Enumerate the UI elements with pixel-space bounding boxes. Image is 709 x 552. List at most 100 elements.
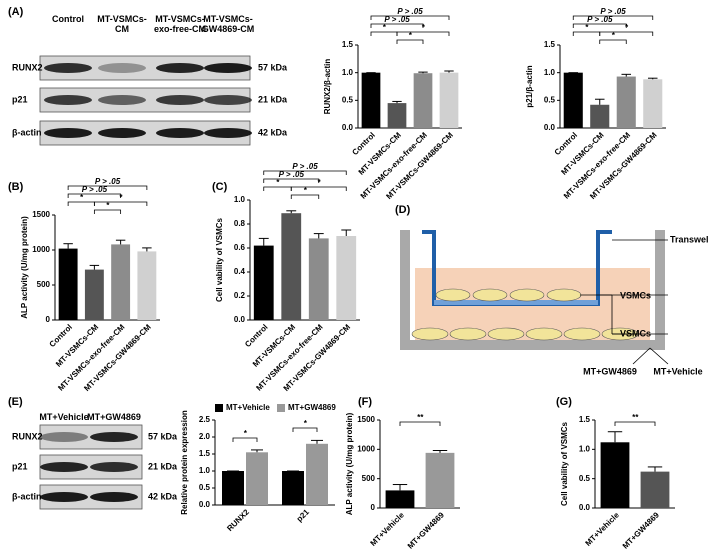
x-tick-label: MT+Vehicle — [369, 510, 407, 548]
sig-label: P > .05 — [600, 7, 626, 16]
bar — [361, 72, 381, 128]
band — [44, 128, 92, 138]
band — [98, 128, 146, 138]
protein-label: β-actin — [12, 127, 42, 137]
y-tick-label: 1.0 — [234, 195, 246, 204]
lane-label: MT+GW4869 — [87, 412, 141, 422]
sig-bracket — [290, 194, 320, 199]
y-tick-label: 2.0 — [199, 432, 211, 441]
y-tick-label: 1.0 — [342, 68, 354, 77]
band — [40, 432, 88, 442]
sig-bracket — [67, 201, 95, 206]
y-tick-label: 1000 — [32, 245, 50, 254]
lane-label: MT-VSMCs-exo-free-CM — [153, 14, 206, 34]
sig-bracket — [572, 31, 601, 36]
size-label: 42 kDa — [258, 127, 288, 137]
size-label: 42 kDa — [148, 491, 178, 501]
legend-label: MT+GW4869 — [288, 403, 336, 412]
chart: 0.0 0.2 0.4 0.6 0.8 1.0 Cell vability of VSMCs… — [215, 162, 360, 393]
y-tick-label: 0 — [46, 315, 51, 324]
sig-label: * — [106, 201, 110, 210]
bar — [385, 490, 415, 508]
band — [204, 63, 252, 73]
y-axis-label: Relative protein expression — [180, 410, 189, 515]
lane-label: MT-VSMCs-GW4869-CM — [201, 14, 255, 34]
band — [156, 128, 204, 138]
bar — [282, 471, 304, 505]
sig-bracket — [290, 186, 347, 191]
protein-label: p21 — [12, 94, 28, 104]
y-axis-label: p21/β-actin — [525, 65, 534, 107]
y-tick-label: 0 — [371, 503, 376, 512]
diagram-label: VSMCs — [620, 328, 651, 338]
bar — [439, 72, 459, 128]
panel-label: (A) — [8, 6, 24, 18]
sig-bracket — [599, 39, 627, 44]
band — [90, 492, 138, 502]
sig-bracket — [263, 186, 292, 191]
bar — [281, 213, 302, 320]
sig-bracket — [67, 193, 122, 198]
panel-label: (G) — [556, 396, 572, 408]
bar — [640, 471, 670, 508]
bar — [563, 72, 583, 128]
bar — [222, 471, 244, 505]
chart: 0.0 0.5 1.0 1.5 2.0 2.5 Relative protein expre… — [180, 403, 336, 533]
panel-label: (E) — [8, 396, 23, 408]
protein-label: RUNX2 — [12, 62, 43, 72]
sig-label: P > .05 — [95, 177, 121, 186]
sig-label: * — [303, 419, 307, 428]
sig-bracket — [263, 170, 347, 175]
sig-label: ** — [632, 413, 639, 422]
x-tick-label: Control — [553, 131, 579, 157]
size-label: 57 kDa — [258, 62, 288, 72]
sig-bracket — [399, 421, 441, 426]
sig-label: * — [276, 178, 280, 187]
size-label: 21 kDa — [148, 461, 178, 471]
bar — [308, 238, 329, 320]
lane-label: MT+Vehicle — [39, 412, 89, 422]
pointers — [580, 239, 669, 365]
transwell-diagram — [400, 230, 669, 365]
bar — [336, 236, 357, 320]
band — [90, 462, 138, 472]
legend-swatch — [215, 404, 223, 412]
legend-label: MT+Vehicle — [226, 403, 270, 412]
lane-label: MT-VSMCs-CM — [97, 14, 147, 34]
bar — [306, 443, 328, 505]
size-label: 57 kDa — [148, 431, 178, 441]
sig-label: * — [119, 193, 123, 202]
band — [204, 128, 252, 138]
sig-bracket — [67, 185, 148, 190]
sig-bracket — [370, 15, 450, 20]
y-tick-label: 0.0 — [579, 503, 591, 512]
bar — [58, 248, 78, 320]
sig-label: * — [317, 178, 321, 187]
y-tick-label: 0.6 — [234, 243, 246, 252]
sig-label: * — [611, 31, 615, 40]
band — [40, 462, 88, 472]
y-tick-label: 1000 — [357, 444, 375, 453]
sig-label: * — [625, 23, 629, 32]
sig-label: * — [585, 23, 589, 32]
y-tick-label: 0.5 — [199, 483, 211, 492]
protein-label: p21 — [12, 461, 28, 471]
sig-bracket — [396, 31, 450, 36]
panel-label: (D) — [395, 204, 411, 216]
bar — [111, 244, 131, 320]
sig-bracket — [93, 201, 148, 206]
panel-label: (F) — [358, 396, 372, 408]
band — [204, 95, 252, 105]
protein-label: β-actin — [12, 491, 42, 501]
sig-bracket — [572, 15, 654, 20]
membrane — [434, 300, 598, 305]
chart: 0.0 0.5 1.0 1.5 Cell vability of VSMCs MT+Veh… — [560, 413, 675, 551]
diagram-label: MT+Vehicle — [653, 366, 702, 376]
bar — [425, 452, 455, 508]
sig-bracket — [572, 23, 627, 28]
y-tick-label: 1.5 — [199, 449, 211, 458]
sig-label: * — [80, 193, 84, 202]
sig-label: * — [408, 31, 412, 40]
